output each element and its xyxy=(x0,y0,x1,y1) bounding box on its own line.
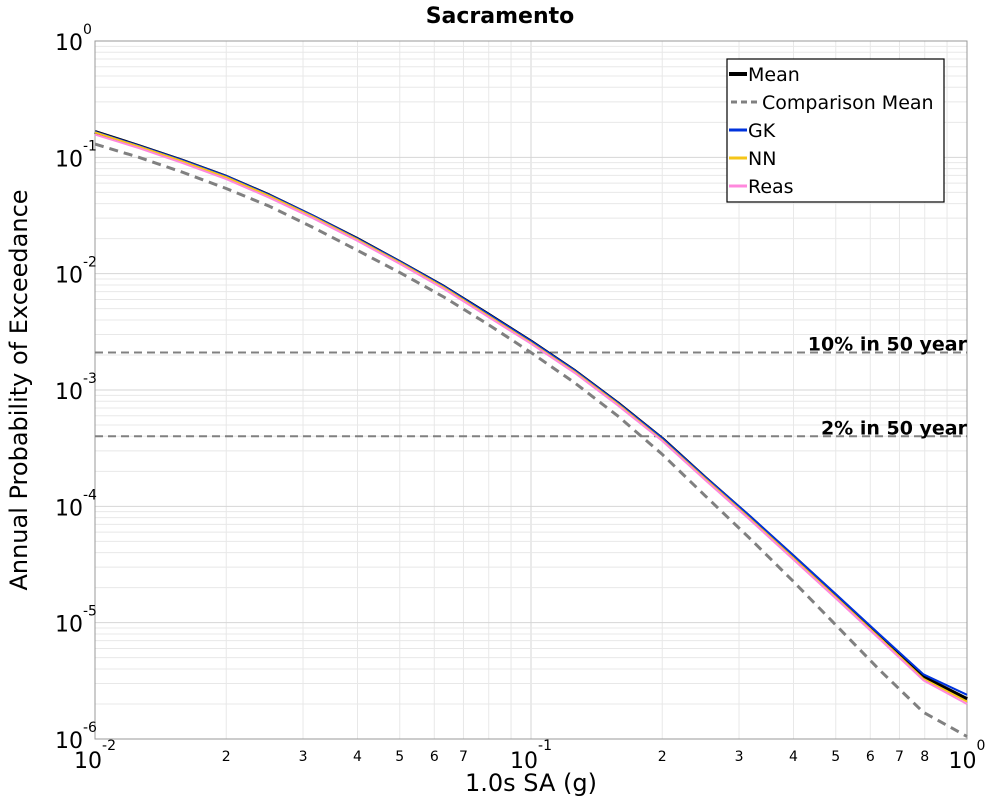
x-minor-tick-label: 6 xyxy=(866,749,875,765)
legend: Mean Comparison Mean GK NN Reas xyxy=(726,58,945,203)
y-axis-label: Annual Probability of Exceedance xyxy=(5,189,33,590)
reference-line-label: 2% in 50 year xyxy=(821,417,968,439)
x-minor-tick-label: 2 xyxy=(658,749,667,765)
y-tick-label: 100 xyxy=(55,22,92,56)
y-tick-label: 10-6 xyxy=(55,720,97,754)
x-minor-tick-label: 7 xyxy=(895,749,904,765)
legend-label-mean: Mean xyxy=(748,64,800,86)
legend-label-nn: NN xyxy=(748,148,776,170)
x-minor-tick-label: 8 xyxy=(920,749,929,765)
x-axis-label: 1.0s SA (g) xyxy=(465,769,597,797)
series-line-comparison-mean xyxy=(94,142,968,738)
x-minor-tick-label: 3 xyxy=(299,749,308,765)
series-line-reas xyxy=(94,133,968,705)
legend-box xyxy=(726,58,945,203)
x-tick-label: 100 xyxy=(949,738,986,774)
x-tick-label: 10-1 xyxy=(510,738,552,774)
x-minor-tick-label: 5 xyxy=(831,749,840,765)
reference-line-label: 10% in 50 year xyxy=(808,334,968,356)
y-tick-label: 10-4 xyxy=(55,487,97,521)
x-minor-tick-label: 7 xyxy=(459,749,468,765)
y-tick-label: 10-5 xyxy=(55,604,97,638)
x-minor-tick-label: 2 xyxy=(222,749,231,765)
x-minor-tick-label: 3 xyxy=(735,749,744,765)
x-minor-tick-label: 5 xyxy=(395,749,404,765)
legend-label-gk: GK xyxy=(748,120,776,142)
legend-label-comparison-mean: Comparison Mean xyxy=(762,92,934,114)
series-lines xyxy=(94,130,968,738)
y-tick-label: 10-3 xyxy=(55,371,97,405)
chart-title: Sacramento xyxy=(426,4,575,29)
x-tick-label: 10-2 xyxy=(74,738,116,774)
y-tick-label: 10-2 xyxy=(55,255,97,289)
plot-frame xyxy=(94,40,968,740)
y-tick-label: 10-1 xyxy=(55,138,97,172)
x-minor-tick-label: 4 xyxy=(789,749,798,765)
legend-label-reas: Reas xyxy=(748,176,794,198)
x-minor-tick-label: 4 xyxy=(353,749,362,765)
x-minor-tick-label: 6 xyxy=(430,749,439,765)
